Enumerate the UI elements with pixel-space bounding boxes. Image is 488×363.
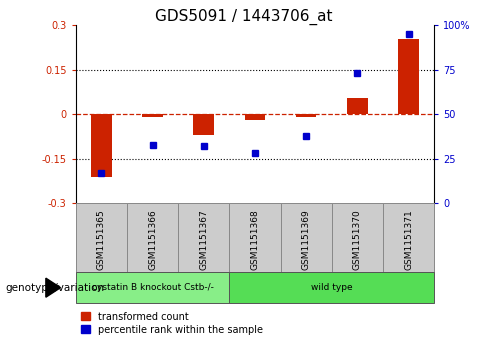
Bar [296, 114, 317, 117]
Bar [399, 39, 419, 114]
Text: wild type: wild type [311, 283, 353, 292]
Bar [347, 98, 368, 114]
Bar [229, 203, 281, 272]
Text: GSM1151366: GSM1151366 [148, 209, 157, 270]
Text: GSM1151368: GSM1151368 [250, 209, 260, 270]
Bar [229, 272, 434, 303]
Text: GSM1151371: GSM1151371 [404, 209, 413, 270]
Legend: transformed count, percentile rank within the sample: transformed count, percentile rank withi… [81, 311, 263, 335]
Text: GSM1151369: GSM1151369 [302, 209, 311, 270]
Bar [127, 203, 178, 272]
Bar [76, 272, 229, 303]
Text: genotype/variation: genotype/variation [5, 283, 104, 293]
Text: GSM1151365: GSM1151365 [97, 209, 106, 270]
Text: GDS5091 / 1443706_at: GDS5091 / 1443706_at [155, 9, 333, 25]
Bar [142, 114, 163, 117]
Bar [332, 203, 383, 272]
Text: GSM1151370: GSM1151370 [353, 209, 362, 270]
Bar [91, 114, 112, 176]
Bar [194, 114, 214, 135]
Bar [76, 203, 127, 272]
Text: cystatin B knockout Cstb-/-: cystatin B knockout Cstb-/- [92, 283, 213, 292]
Bar [178, 203, 229, 272]
Bar [281, 203, 332, 272]
Bar [383, 203, 434, 272]
Bar [245, 114, 265, 120]
Polygon shape [46, 278, 61, 297]
Text: GSM1151367: GSM1151367 [199, 209, 208, 270]
